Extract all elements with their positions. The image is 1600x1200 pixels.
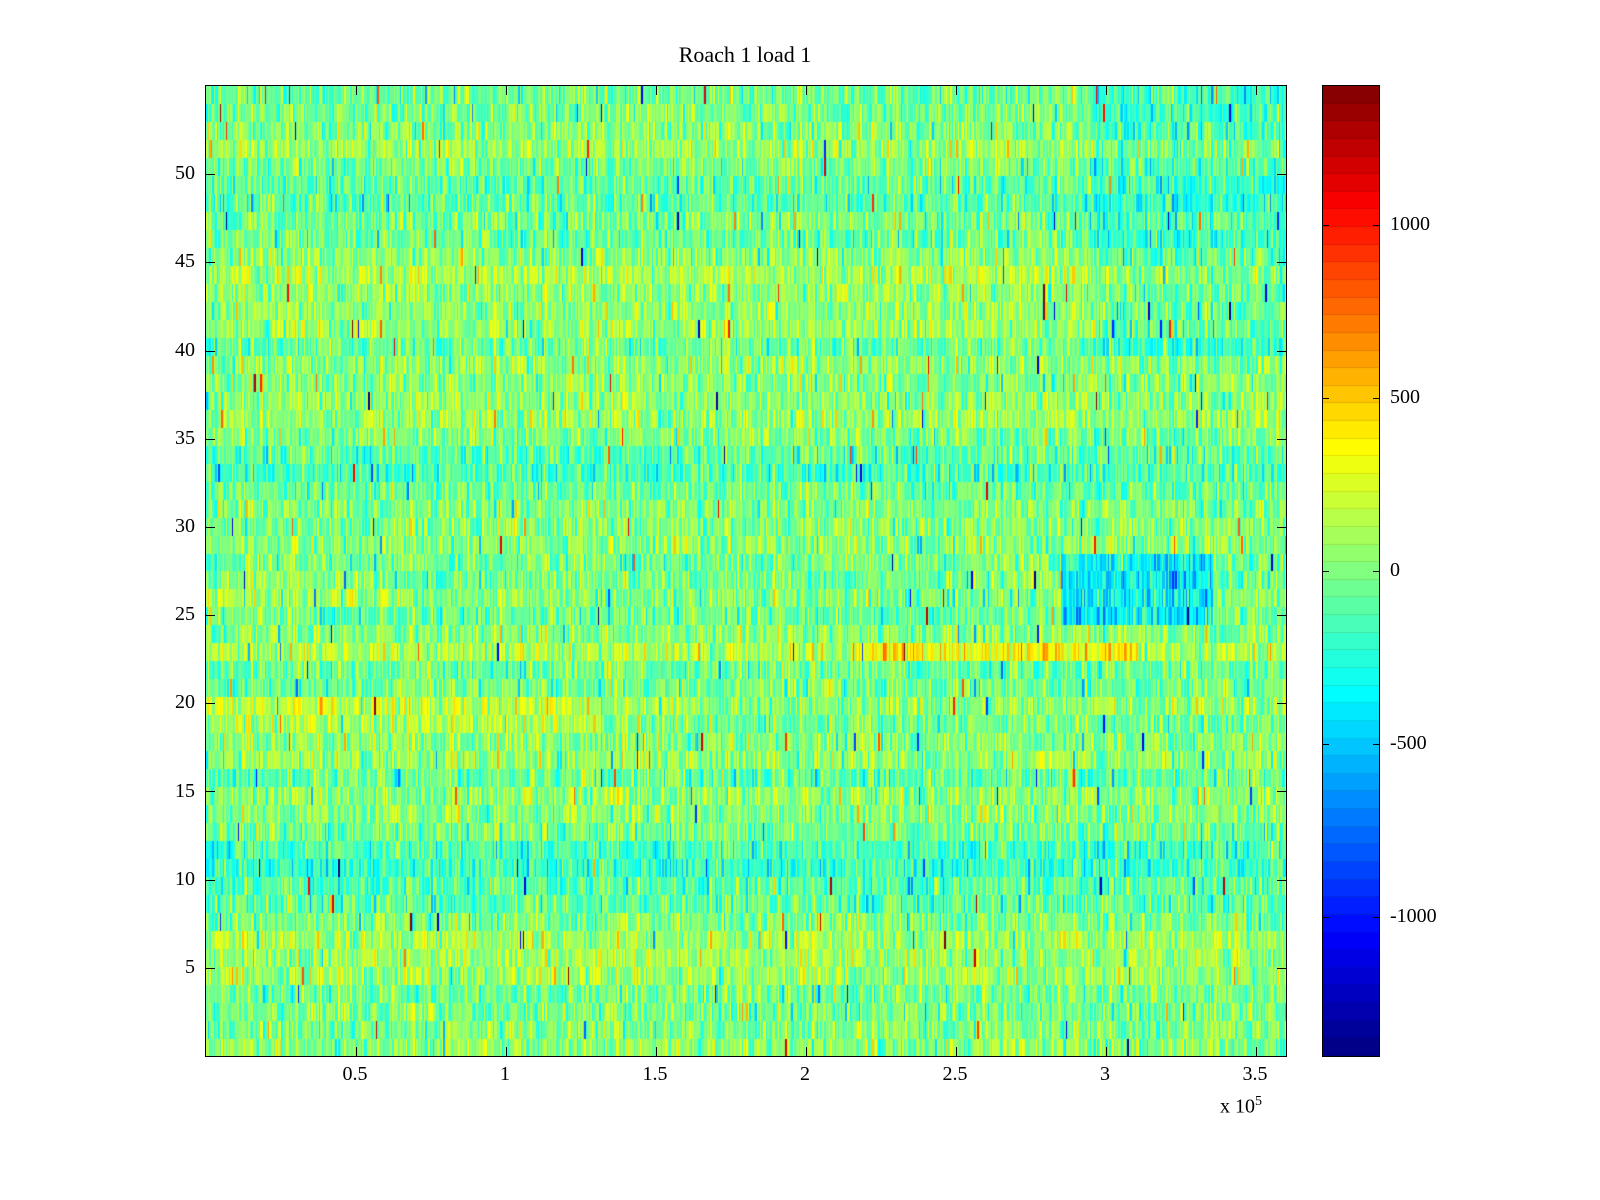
- x-tick-label: 1: [500, 1063, 510, 1085]
- colorbar-tick-label: -500: [1390, 732, 1427, 754]
- y-tick-label: 10: [175, 868, 195, 890]
- y-tick-label: 35: [175, 427, 195, 449]
- tick-mark: [356, 86, 357, 95]
- tick-mark: [1277, 880, 1286, 881]
- chart-title: Roach 1 load 1: [678, 42, 812, 67]
- x-tick-label: 0.5: [342, 1063, 368, 1085]
- tick-mark: [656, 86, 657, 95]
- y-tick-label: 15: [175, 780, 195, 802]
- plot-area: [205, 85, 1287, 1057]
- colorbar: [1322, 85, 1380, 1057]
- tick-mark: [806, 1047, 807, 1056]
- heatmap-canvas: [206, 86, 1286, 1056]
- x-tick-label: 2.5: [942, 1063, 968, 1085]
- tick-mark: [956, 1047, 957, 1056]
- tick-mark: [206, 351, 215, 352]
- tick-mark: [656, 1047, 657, 1056]
- tick-mark: [1277, 262, 1286, 263]
- tick-mark: [1106, 86, 1107, 95]
- tick-mark: [1373, 917, 1379, 918]
- tick-mark: [1373, 225, 1379, 226]
- colorbar-tick-label: 500: [1390, 386, 1420, 408]
- tick-mark: [206, 262, 215, 263]
- tick-mark: [206, 791, 215, 792]
- tick-mark: [1323, 398, 1329, 399]
- tick-mark: [206, 615, 215, 616]
- tick-mark: [1323, 225, 1329, 226]
- y-tick-label: 40: [175, 339, 195, 361]
- y-tick-label: 30: [175, 515, 195, 537]
- tick-mark: [1277, 174, 1286, 175]
- tick-mark: [1256, 1047, 1257, 1056]
- tick-mark: [1277, 351, 1286, 352]
- tick-mark: [806, 86, 807, 95]
- x-tick-label: 2: [800, 1063, 810, 1085]
- tick-mark: [206, 439, 215, 440]
- tick-mark: [1373, 744, 1379, 745]
- tick-mark: [1323, 744, 1329, 745]
- y-tick-label: 45: [175, 250, 195, 272]
- tick-mark: [1373, 398, 1379, 399]
- tick-mark: [1277, 527, 1286, 528]
- x-axis-offset-label: x 105: [1220, 1094, 1262, 1119]
- tick-mark: [206, 703, 215, 704]
- y-tick-label: 5: [185, 956, 195, 978]
- tick-mark: [1106, 1047, 1107, 1056]
- colorbar-canvas: [1323, 86, 1379, 1056]
- tick-mark: [1277, 791, 1286, 792]
- colorbar-tick-label: -1000: [1390, 905, 1437, 927]
- x-tick-label: 3.5: [1242, 1063, 1268, 1085]
- tick-mark: [1277, 615, 1286, 616]
- tick-mark: [1277, 703, 1286, 704]
- tick-mark: [206, 527, 215, 528]
- tick-mark: [1277, 968, 1286, 969]
- x-tick-label: 3: [1100, 1063, 1110, 1085]
- tick-mark: [206, 880, 215, 881]
- tick-mark: [1323, 917, 1329, 918]
- tick-mark: [956, 86, 957, 95]
- y-tick-label: 25: [175, 603, 195, 625]
- tick-mark: [206, 968, 215, 969]
- tick-mark: [1323, 571, 1329, 572]
- tick-mark: [206, 174, 215, 175]
- offset-exponent: 5: [1255, 1094, 1262, 1109]
- tick-mark: [506, 1047, 507, 1056]
- tick-mark: [506, 86, 507, 95]
- tick-mark: [356, 1047, 357, 1056]
- y-tick-label: 20: [175, 691, 195, 713]
- x-tick-label: 1.5: [642, 1063, 668, 1085]
- colorbar-tick-label: 0: [1390, 559, 1400, 581]
- y-tick-label: 50: [175, 162, 195, 184]
- tick-mark: [1277, 439, 1286, 440]
- colorbar-tick-label: 1000: [1390, 213, 1430, 235]
- tick-mark: [1373, 571, 1379, 572]
- tick-mark: [1256, 86, 1257, 95]
- offset-mantissa: x 10: [1220, 1095, 1255, 1118]
